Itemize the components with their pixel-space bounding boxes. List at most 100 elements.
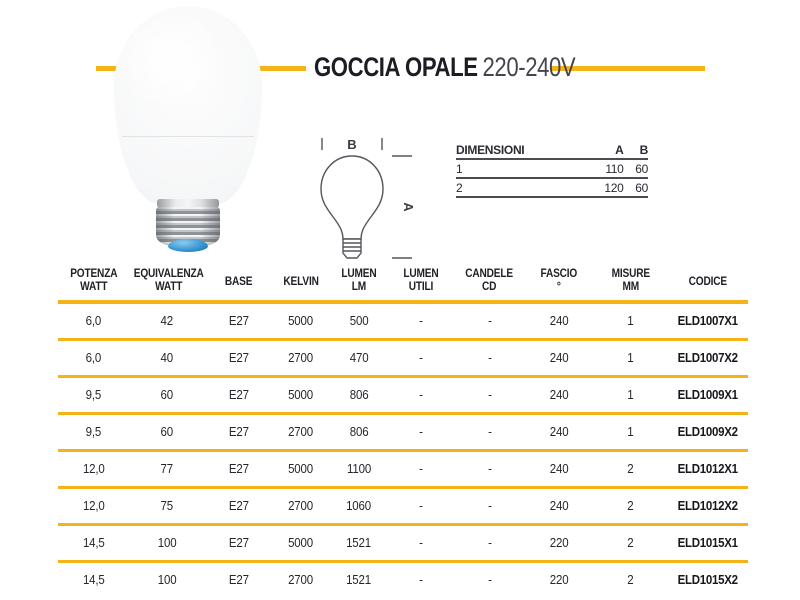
spec-cell: 1100 xyxy=(329,450,388,489)
spec-cell-code: ELD1009X2 xyxy=(667,413,748,452)
spec-cell: 14,5 xyxy=(58,524,130,563)
spec-cell: - xyxy=(454,413,526,452)
product-voltage: 220-240V xyxy=(482,52,576,82)
spec-cell: 2700 xyxy=(271,339,330,378)
diagram-label-a: A xyxy=(401,202,416,212)
spec-cell: 5000 xyxy=(271,302,330,341)
dimensions-col-header: B xyxy=(623,142,648,160)
spec-col-header: EQUIVALENZA WATT xyxy=(129,262,205,304)
spec-cell: 14,5 xyxy=(82,573,105,588)
spec-row: 6,0 42 E27 5000 500- -240 1 ELD1007X1 xyxy=(58,302,748,341)
spec-cell: 240 xyxy=(525,339,594,378)
spec-cell: 60 xyxy=(129,413,205,452)
dimensions-col-header: DIMENSIONI xyxy=(456,142,587,160)
spec-cell: - xyxy=(454,524,526,563)
spec-cell: - xyxy=(454,376,526,415)
spec-cell: 220 xyxy=(549,573,569,588)
dimensions-table: DIMENSIONI A B 1 110 60 2 120 60 xyxy=(456,142,648,198)
spec-row: 14,5 100 E27 2700 1521 - - 220 2 ELD1015X2 xyxy=(58,561,748,598)
dimensions-cell: 110 xyxy=(586,159,624,179)
diagram-bulb-base xyxy=(342,238,362,259)
dimensions-cell: 120 xyxy=(586,178,624,198)
spec-cell: 6,0 xyxy=(58,339,130,378)
dimensions-body: 1 110 60 2 120 60 xyxy=(456,159,648,198)
spec-cell: 806 xyxy=(329,376,388,415)
dimensions-cell: 1 xyxy=(456,159,587,179)
spec-row: 9,5 60 E27 5000 806- -240 1 ELD1009X1 xyxy=(58,376,748,415)
spec-cell: - xyxy=(387,524,455,563)
bulb-product-photo xyxy=(110,2,266,252)
spec-cell-code: ELD1007X1 xyxy=(667,302,748,341)
spec-cell: 6,0 xyxy=(58,302,130,341)
spec-cell: - xyxy=(387,302,455,341)
spec-cell: - xyxy=(387,450,455,489)
spec-col-header: LUMEN LM xyxy=(329,262,388,304)
spec-cell: E27 xyxy=(204,376,272,415)
spec-cell: 2700 xyxy=(271,487,330,526)
spec-cell: - xyxy=(454,450,526,489)
spec-cell: - xyxy=(387,487,455,526)
spec-cell: 500 xyxy=(329,302,388,341)
spec-cell: 2 xyxy=(627,573,634,588)
spec-cell: 240 xyxy=(525,302,594,341)
spec-cell: 2 xyxy=(593,524,668,563)
spec-cell: 1 xyxy=(593,376,668,415)
spec-col-header: CODICE xyxy=(667,262,748,304)
spec-col-header: LUMEN UTILI xyxy=(387,262,455,304)
spec-cell: 1521 xyxy=(329,524,388,563)
spec-cell: 2700 xyxy=(271,413,330,452)
spec-cell: 9,5 xyxy=(58,376,130,415)
spec-cell: E27 xyxy=(204,450,272,489)
spec-body: 6,0 42 E27 5000 500- -240 1 ELD1007X1 6,0 40 E27 27… xyxy=(58,302,748,598)
spec-cell: 60 xyxy=(129,376,205,415)
spec-cell: 1521 xyxy=(346,573,372,588)
spec-cell: - xyxy=(387,339,455,378)
spec-cell: 2700 xyxy=(288,573,314,588)
spec-cell-code: ELD1012X1 xyxy=(667,450,748,489)
spec-cell: 5000 xyxy=(271,376,330,415)
spec-cell: - xyxy=(454,339,526,378)
spec-cell-code: ELD1015X1 xyxy=(667,524,748,563)
dimensions-row: 2 120 60 xyxy=(456,178,648,198)
spec-cell: 77 xyxy=(129,450,205,489)
dimensions-cell: 60 xyxy=(623,178,648,198)
bulb-screw-base xyxy=(156,207,220,245)
spec-cell: 12,0 xyxy=(58,450,130,489)
spec-cell: 470 xyxy=(329,339,388,378)
bulb-seam-line xyxy=(122,136,254,137)
bulb-base-collar xyxy=(157,199,219,208)
bulb-blue-tip xyxy=(168,239,208,252)
spec-col-header: MISURE MM xyxy=(593,262,668,304)
product-name: GOCCIA OPALE xyxy=(314,52,478,82)
bulb-dimension-diagram: B A xyxy=(320,137,416,259)
spec-cell-code: ELD1015X2 xyxy=(677,573,738,588)
spec-cell: E27 xyxy=(228,573,249,588)
page-title: GOCCIA OPALE 220-240V xyxy=(314,51,576,83)
spec-cell: - xyxy=(387,376,455,415)
diagram-bulb-outline xyxy=(320,155,384,240)
spec-cell: 40 xyxy=(129,339,205,378)
spec-cell: 5000 xyxy=(271,450,330,489)
spec-cell: 100 xyxy=(129,524,205,563)
spec-cell: 1060 xyxy=(329,487,388,526)
dimensions-cell: 2 xyxy=(456,178,587,198)
spec-col-header: BASE xyxy=(204,262,272,304)
spec-col-header: KELVIN xyxy=(271,262,330,304)
spec-cell: 240 xyxy=(525,487,594,526)
diagram-label-b: B xyxy=(347,137,356,152)
spec-cell: - xyxy=(454,487,526,526)
spec-cell: - xyxy=(487,573,492,588)
spec-row: 14,5 100 E27 5000 1521- -220 2 ELD1015X1 xyxy=(58,524,748,563)
dimensions-row: 1 110 60 xyxy=(456,159,648,179)
spec-cell: E27 xyxy=(204,339,272,378)
spec-col-header: CANDELE CD xyxy=(454,262,526,304)
spec-cell: 75 xyxy=(129,487,205,526)
spec-cell: E27 xyxy=(204,302,272,341)
spec-cell: 12,0 xyxy=(58,487,130,526)
spec-cell: 240 xyxy=(525,376,594,415)
spec-row: 12,0 77 E27 5000 1100- -240 2 ELD1012X1 xyxy=(58,450,748,489)
dimensions-col-header: A xyxy=(586,142,624,160)
spec-table: POTENZA WATT EQUIVALENZA WATT BASE KELVIN LUME… xyxy=(58,262,748,598)
spec-row: 9,5 60 E27 2700 806- -240 1 ELD1009X2 xyxy=(58,413,748,452)
